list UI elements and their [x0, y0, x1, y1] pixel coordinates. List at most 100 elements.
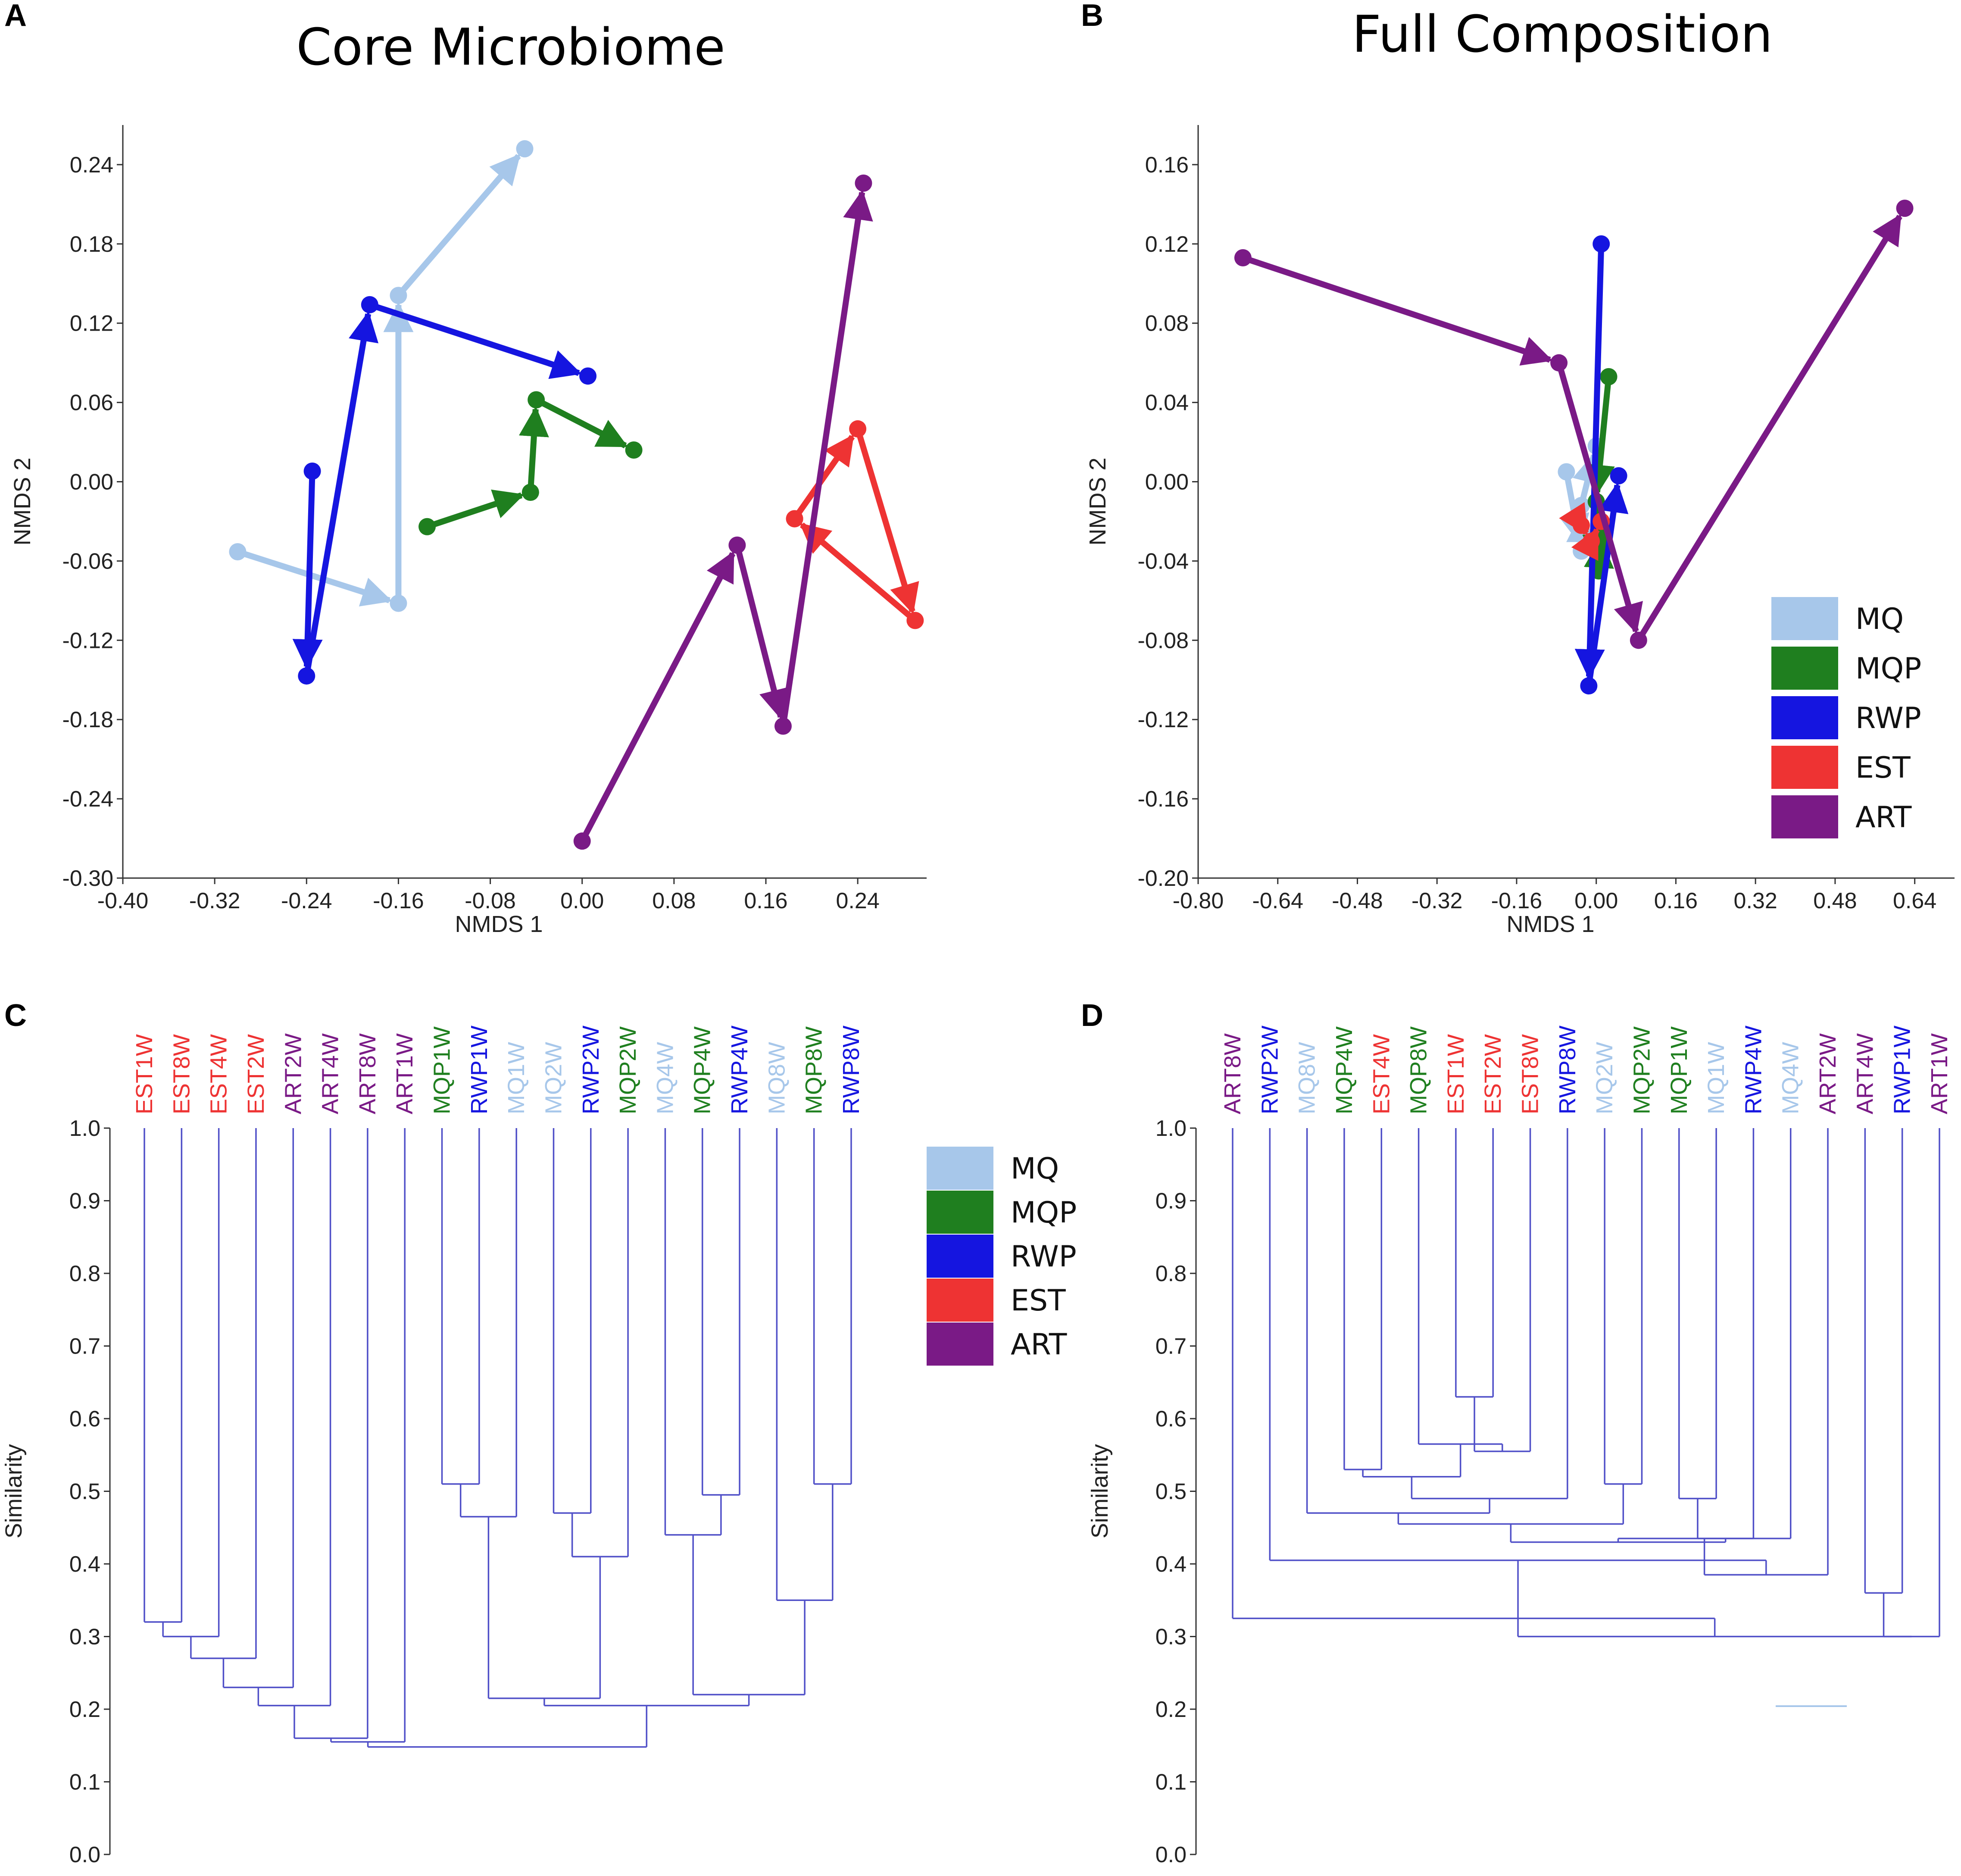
pc-leaf-label: MQP2W — [615, 1026, 641, 1114]
panel-letter-b: B — [1081, 0, 1103, 33]
pc-leaf-label: ART4W — [318, 1033, 343, 1114]
pb-rwp-trajectory-segment — [1574, 244, 1605, 680]
panel-c-dendrogram: 0.0 0.1 0.2 0.3 0.4 0.5 0.6 0.7 0.8 0.9 1.0 Similar… — [1, 1026, 864, 1867]
pb-y-tick-label: -0.12 — [1137, 707, 1189, 732]
legend-c-label-rwp: RWP — [1011, 1240, 1077, 1274]
pa-x-tick-label: -0.32 — [189, 888, 240, 913]
pb-y-tick-label: 0.12 — [1145, 232, 1189, 257]
legend-b-label-est: EST — [1855, 751, 1911, 785]
pc-y-tick-label: 0.4 — [69, 1552, 100, 1577]
legend-panel-c: MQ MQP RWP EST ART — [927, 1147, 1077, 1366]
pc-y-tick-label: 0.1 — [69, 1770, 100, 1795]
pa-rwp-point — [303, 463, 321, 480]
pd-y-tick-label: 0.8 — [1155, 1261, 1187, 1286]
pa-y-tick-label: 0.00 — [70, 470, 113, 495]
pd-leaf-label: EST4W — [1368, 1034, 1394, 1114]
panel-a-core-microbiome-nmds: -0.40 -0.32 -0.24 -0.16 -0.08 0.00 0.08 0.16 0.2… — [9, 125, 927, 937]
panel-d-dendrogram: 0.0 0.1 0.2 0.3 0.4 0.5 0.6 0.7 0.8 0.9 1.0 Similar… — [1087, 1026, 1952, 1867]
pa-mq-point — [229, 543, 247, 560]
pd-leaf-label: MQP4W — [1331, 1026, 1357, 1114]
legend-c-label-art: ART — [1011, 1328, 1067, 1362]
pd-leaf-label: MQ4W — [1778, 1042, 1804, 1114]
pa-mqp-trajectory-segment — [426, 489, 525, 530]
pd-y-tick-label: 0.7 — [1155, 1334, 1187, 1359]
pd-leaf-label: RWP4W — [1740, 1026, 1766, 1114]
pa-y-tick-label: -0.18 — [62, 707, 113, 732]
pb-y-tick-label: -0.04 — [1137, 549, 1189, 574]
pb-rwp-point — [1593, 235, 1610, 253]
pd-y-tick-label: 0.3 — [1155, 1625, 1187, 1650]
pa-est-trajectory-segment — [799, 522, 917, 623]
pc-leaf-label: MQ4W — [652, 1042, 678, 1114]
pa-rwp-point — [298, 667, 315, 685]
pb-art-trajectory-segment — [1636, 213, 1902, 642]
pb-est-point — [1583, 532, 1600, 550]
pa-art-trajectory-segment — [579, 550, 736, 843]
pd-leaf-label: EST1W — [1443, 1034, 1469, 1114]
pc-y-tick-label: 0.2 — [69, 1697, 100, 1722]
pa-mq-point — [516, 140, 534, 158]
pb-rwp-point — [1610, 467, 1627, 485]
pd-y-tick-label: 0.6 — [1155, 1407, 1187, 1432]
pb-est-point — [1573, 516, 1590, 534]
pa-art-point — [728, 536, 746, 554]
pa-mqp-point — [625, 441, 643, 459]
pc-leaf-label: MQP8W — [801, 1026, 827, 1114]
pa-x-tick-label: -0.08 — [465, 888, 516, 913]
pc-leaf-label: ART1W — [392, 1033, 418, 1114]
pb-y-tick-label: 0.04 — [1145, 391, 1189, 416]
pd-leaf-label: RWP1W — [1889, 1026, 1915, 1114]
pa-y-tick-label: 0.12 — [70, 311, 113, 336]
pa-x-tick-label: 0.16 — [744, 888, 787, 913]
panel-b-full-composition-nmds: -0.80 -0.64 -0.48 -0.32 -0.16 0.00 0.16 0.32 0.4… — [1085, 125, 1955, 937]
legend-c-label-est: EST — [1011, 1284, 1066, 1318]
pa-art-point — [855, 174, 872, 192]
pa-est-trajectory-segment — [792, 434, 855, 521]
title-a: Core Microbiome — [296, 17, 725, 77]
legend-b-label-art: ART — [1855, 800, 1912, 835]
pd-leaf-label: RWP8W — [1555, 1026, 1580, 1114]
pd-leaf-label: ART2W — [1815, 1033, 1841, 1114]
pc-leaf-label: MQP4W — [690, 1026, 715, 1114]
pb-mq-point — [1573, 497, 1590, 514]
pd-y-tick-label: 0.1 — [1155, 1770, 1187, 1795]
pd-leaf-label: ART1W — [1927, 1033, 1952, 1114]
pa-art-trajectory-segment — [780, 189, 873, 727]
pc-leaf-label: RWP8W — [838, 1026, 864, 1114]
pc-y-tick-label: 0.9 — [69, 1189, 100, 1214]
pa-x-tick-label: -0.40 — [97, 888, 149, 913]
pa-x-tick-label: 0.08 — [652, 888, 696, 913]
legend-b-swatch-rwp — [1771, 696, 1838, 739]
legend-c-swatch-art — [927, 1323, 993, 1366]
title-b: Full Composition — [1352, 4, 1773, 64]
pc-leaf-label: MQ1W — [503, 1042, 529, 1114]
legend-panel-b: MQ MQP RWP EST ART — [1771, 597, 1921, 838]
pc-leaf-label: MQ8W — [764, 1042, 790, 1114]
pd-y-tick-label: 0.9 — [1155, 1189, 1187, 1214]
pa-y-axis-label: NMDS 2 — [9, 457, 35, 545]
pd-leaf-label: MQP2W — [1629, 1026, 1655, 1114]
legend-b-label-mqp: MQP — [1855, 652, 1921, 686]
legend-b-swatch-mq — [1771, 597, 1838, 640]
pa-y-tick-label: -0.12 — [62, 628, 113, 653]
pa-y-tick-label: -0.06 — [62, 549, 113, 574]
pa-y-tick-label: 0.18 — [70, 232, 113, 257]
pb-y-tick-label: -0.16 — [1137, 787, 1189, 812]
pc-y-tick-label: 0.3 — [69, 1625, 100, 1650]
panel-letter-d: D — [1081, 998, 1103, 1033]
pc-y-tick-label: 0.8 — [69, 1261, 100, 1286]
pb-rwp-trajectory-segment — [1586, 482, 1629, 687]
pb-art-point — [1896, 200, 1914, 217]
pc-y-tick-label: 0.0 — [69, 1842, 100, 1867]
pd-y-tick-label: 1.0 — [1155, 1116, 1187, 1141]
pa-mq-point — [390, 287, 407, 304]
pa-x-tick-label: -0.16 — [373, 888, 424, 913]
pb-y-tick-label: 0.00 — [1145, 470, 1189, 495]
legend-c-swatch-mq — [927, 1147, 993, 1190]
pb-x-tick-label: 0.32 — [1734, 888, 1777, 913]
pd-y-tick-label: 0.2 — [1155, 1697, 1187, 1722]
pb-y-tick-label: -0.08 — [1137, 628, 1189, 653]
legend-c-swatch-mqp — [927, 1191, 993, 1234]
legend-b-swatch-est — [1771, 746, 1838, 789]
